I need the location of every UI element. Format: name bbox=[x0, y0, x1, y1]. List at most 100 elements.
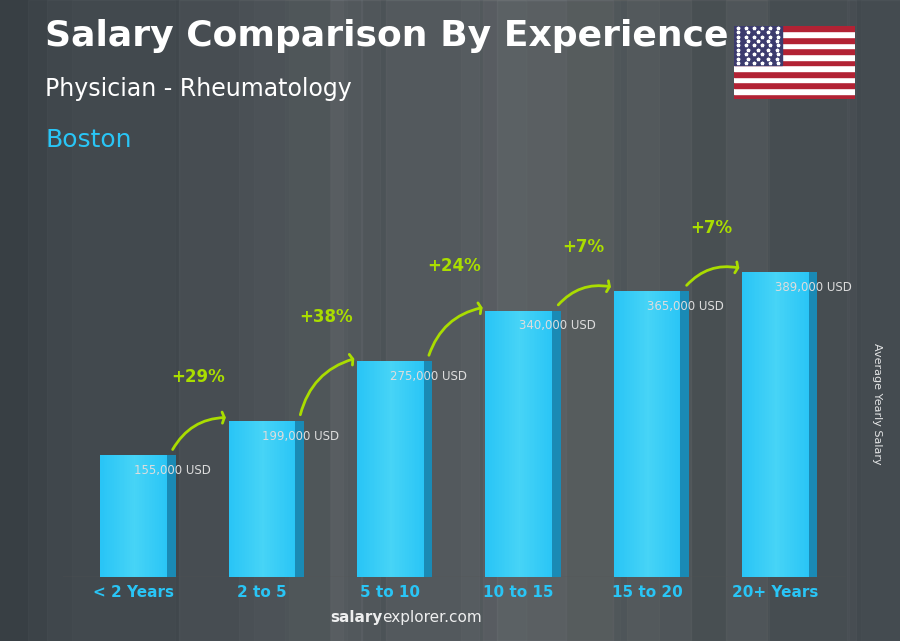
Bar bbox=[614, 291, 616, 577]
Bar bbox=[264, 421, 266, 577]
Bar bbox=[129, 456, 130, 577]
Bar bbox=[392, 362, 393, 577]
Bar bbox=[285, 421, 287, 577]
Bar bbox=[125, 456, 127, 577]
Bar bbox=[100, 456, 102, 577]
Bar bbox=[110, 456, 112, 577]
Bar bbox=[790, 272, 792, 577]
Bar bbox=[418, 362, 420, 577]
Bar bbox=[229, 421, 230, 577]
Bar bbox=[866, 0, 900, 641]
Bar bbox=[266, 421, 267, 577]
Bar bbox=[551, 310, 552, 577]
Bar bbox=[237, 421, 239, 577]
Bar bbox=[409, 362, 410, 577]
Bar bbox=[381, 362, 382, 577]
Bar bbox=[547, 310, 549, 577]
Bar bbox=[669, 291, 670, 577]
Bar bbox=[370, 362, 372, 577]
Bar bbox=[332, 0, 614, 641]
Bar bbox=[527, 310, 528, 577]
Bar bbox=[102, 456, 104, 577]
Bar bbox=[520, 310, 522, 577]
Bar bbox=[14, 0, 210, 641]
Bar bbox=[734, 43, 855, 48]
Bar bbox=[166, 456, 167, 577]
Bar bbox=[258, 421, 260, 577]
Bar bbox=[528, 310, 530, 577]
Bar bbox=[207, 0, 446, 641]
Bar bbox=[645, 291, 647, 577]
Bar bbox=[240, 421, 242, 577]
Bar bbox=[762, 272, 764, 577]
Bar bbox=[291, 421, 292, 577]
Bar bbox=[765, 272, 767, 577]
Bar bbox=[268, 0, 497, 641]
Bar bbox=[369, 362, 370, 577]
Bar bbox=[784, 272, 786, 577]
Bar bbox=[145, 456, 147, 577]
Bar bbox=[385, 362, 387, 577]
Bar bbox=[132, 456, 133, 577]
Bar bbox=[747, 272, 749, 577]
Bar bbox=[657, 291, 659, 577]
Text: +38%: +38% bbox=[300, 308, 353, 326]
Bar bbox=[399, 362, 400, 577]
Bar bbox=[485, 310, 487, 577]
Bar bbox=[358, 362, 360, 577]
Bar bbox=[112, 456, 113, 577]
Bar bbox=[627, 291, 629, 577]
Bar bbox=[652, 291, 653, 577]
Bar bbox=[364, 362, 365, 577]
Bar bbox=[222, 0, 383, 641]
Bar bbox=[154, 456, 156, 577]
Bar bbox=[374, 362, 375, 577]
Bar bbox=[651, 291, 652, 577]
Bar bbox=[734, 82, 855, 88]
Bar bbox=[782, 272, 784, 577]
Bar bbox=[662, 291, 663, 577]
Bar bbox=[772, 272, 774, 577]
Bar bbox=[632, 291, 634, 577]
Bar bbox=[504, 310, 505, 577]
Bar bbox=[289, 421, 291, 577]
Bar bbox=[247, 421, 248, 577]
Bar bbox=[405, 362, 407, 577]
Bar bbox=[512, 310, 514, 577]
Bar bbox=[734, 60, 855, 65]
Bar bbox=[757, 272, 759, 577]
Bar bbox=[293, 421, 295, 577]
Bar bbox=[142, 456, 144, 577]
Bar bbox=[500, 310, 502, 577]
Bar bbox=[412, 362, 414, 577]
Bar bbox=[157, 456, 158, 577]
Bar bbox=[382, 362, 383, 577]
Bar bbox=[275, 421, 277, 577]
Bar bbox=[734, 77, 855, 82]
Bar bbox=[537, 310, 539, 577]
Bar bbox=[127, 456, 129, 577]
Bar bbox=[653, 291, 655, 577]
Bar bbox=[262, 421, 264, 577]
Bar bbox=[659, 291, 661, 577]
Bar bbox=[796, 272, 797, 577]
Text: 199,000 USD: 199,000 USD bbox=[262, 430, 339, 443]
Text: 275,000 USD: 275,000 USD bbox=[391, 370, 467, 383]
Bar bbox=[734, 88, 855, 94]
Bar bbox=[493, 310, 495, 577]
Bar bbox=[109, 456, 110, 577]
Bar bbox=[495, 310, 497, 577]
Bar bbox=[397, 362, 399, 577]
Bar bbox=[402, 362, 404, 577]
Bar bbox=[156, 456, 157, 577]
Polygon shape bbox=[167, 456, 176, 577]
Bar bbox=[181, 0, 416, 641]
Bar bbox=[510, 310, 512, 577]
Bar bbox=[254, 421, 256, 577]
Bar bbox=[257, 421, 258, 577]
Bar bbox=[235, 421, 237, 577]
Bar bbox=[242, 421, 244, 577]
Bar bbox=[544, 310, 545, 577]
Bar bbox=[675, 291, 677, 577]
Bar bbox=[526, 310, 527, 577]
